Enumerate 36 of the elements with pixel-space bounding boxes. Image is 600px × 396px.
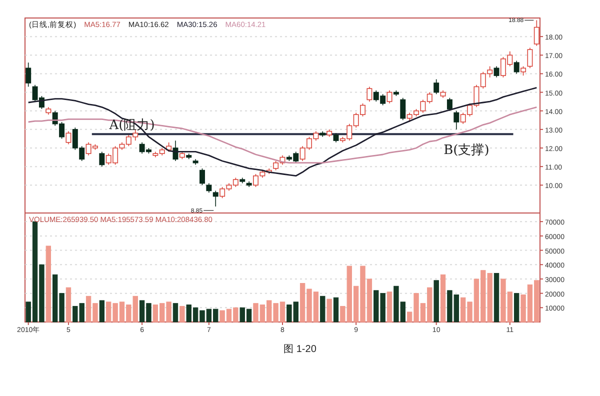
bar — [99, 300, 105, 322]
bar — [494, 272, 500, 322]
candlestick — [400, 97, 406, 121]
line-series — [28, 86, 538, 177]
candlestick — [366, 86, 372, 102]
annotation: A(阻力) — [108, 118, 155, 134]
candlestick — [494, 66, 500, 78]
annotation: B(支撑) — [444, 143, 490, 158]
candlestick — [200, 168, 205, 186]
bar — [434, 280, 439, 322]
bar — [326, 298, 332, 322]
candlestick — [446, 97, 452, 112]
bar — [180, 306, 185, 322]
candlestick — [66, 130, 72, 145]
candlestick — [333, 132, 339, 143]
bar — [333, 297, 339, 322]
candlestick — [514, 60, 520, 74]
candlestick — [454, 110, 460, 130]
candlestick — [99, 151, 105, 167]
bar — [440, 274, 446, 322]
bar — [66, 287, 72, 322]
candlestick — [386, 90, 392, 104]
line-series — [28, 106, 538, 164]
candlestick — [520, 66, 526, 76]
bar — [46, 246, 51, 322]
bar — [320, 296, 326, 322]
candlestick — [172, 140, 178, 162]
candlestick — [26, 62, 32, 88]
bar — [514, 293, 520, 322]
candlestick — [434, 78, 440, 95]
caption: 图 1-20 — [284, 344, 317, 355]
bar — [172, 303, 178, 322]
candlestick — [206, 182, 212, 193]
candlestick — [212, 190, 218, 207]
candlestick — [527, 47, 533, 69]
bar — [386, 292, 392, 322]
